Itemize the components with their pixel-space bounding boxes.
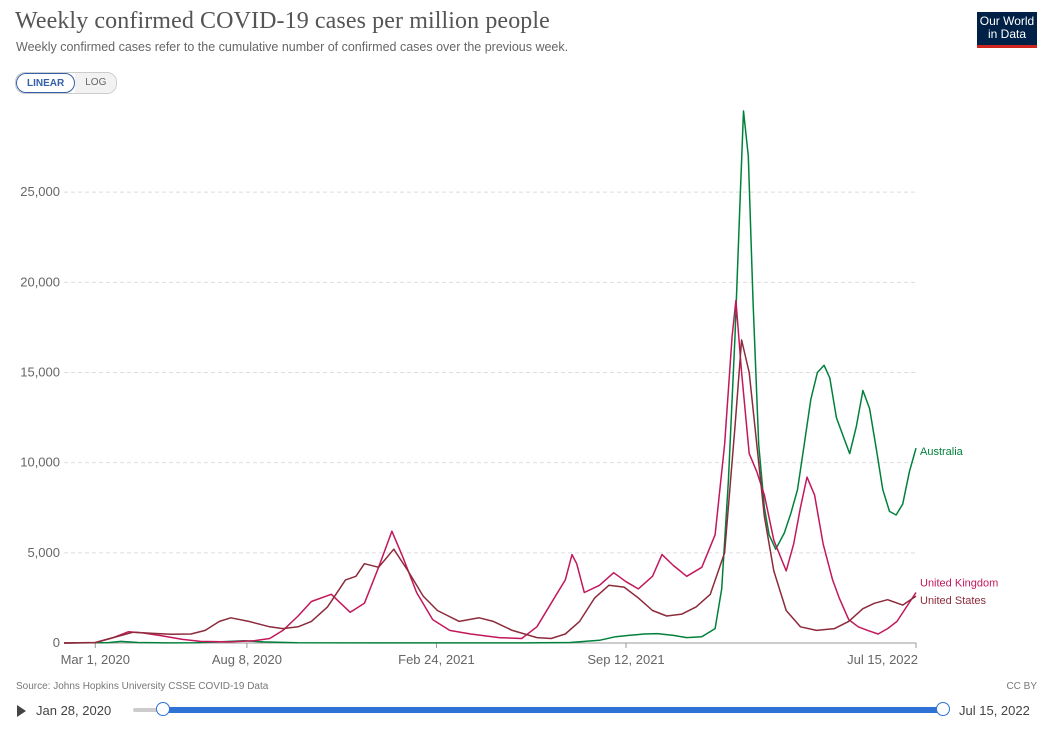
timeline-end-handle[interactable] [936,702,950,716]
series-label-australia: Australia [920,446,964,458]
series-line-australia [63,110,917,644]
y-tick-label: 5,000 [27,545,60,560]
series-line-united-states [63,339,917,644]
y-tick-label: 10,000 [20,455,60,470]
timeline: Jan 28, 2020 Jul 15, 2022 [0,700,1058,724]
timeline-track-unselected[interactable] [133,708,163,712]
x-tick-label: Jul 15, 2022 [847,652,918,667]
owid-logo[interactable]: Our World in Data [977,12,1037,48]
series-label-united-kingdom: United Kingdom [920,578,998,590]
y-tick-label: 15,000 [20,365,60,380]
y-tick-label: 25,000 [20,184,60,199]
scale-toggle: LINEAR LOG [15,72,118,94]
y-tick-label: 20,000 [20,274,60,289]
x-tick-label: Mar 1, 2020 [61,652,130,667]
series-label-united-states: United States [920,595,987,607]
chart-title: Weekly confirmed COVID-19 cases per mill… [15,8,550,34]
license-link[interactable]: CC BY [1006,681,1037,692]
timeline-end-label: Jul 15, 2022 [959,703,1030,718]
logo-line-1: Our World [979,14,1035,28]
chart-subtitle: Weekly confirmed cases refer to the cumu… [16,40,569,54]
log-scale-button[interactable]: LOG [75,73,117,93]
source-note[interactable]: Source: Johns Hopkins University CSSE CO… [16,681,269,692]
timeline-track-selected[interactable] [163,707,943,713]
line-chart: 0 5,000 10,000 15,000 20,000 25,000 Mar 1, 202… [20,110,998,667]
timeline-start-label: Jan 28, 2020 [36,703,112,718]
y-tick-label: 0 [53,635,60,650]
x-tick-label: Sep 12, 2021 [587,652,664,667]
x-tick-label: Aug 8, 2020 [212,652,282,667]
timeline-start-handle[interactable] [156,702,170,716]
play-icon[interactable] [17,705,26,717]
logo-line-2: in Data [987,27,1027,41]
x-tick-label: Feb 24, 2021 [398,652,475,667]
linear-scale-button[interactable]: LINEAR [16,73,76,93]
series-line-united-kingdom [63,299,917,644]
